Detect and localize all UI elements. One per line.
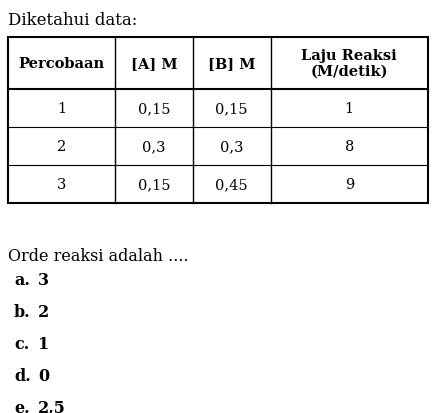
Text: 1: 1 [38,335,49,352]
Text: 2: 2 [38,303,49,320]
Text: d.: d. [14,367,31,384]
Text: 1: 1 [57,102,66,116]
Text: 3: 3 [57,178,66,192]
Text: 0,15: 0,15 [215,102,248,116]
Text: 0,3: 0,3 [142,140,166,154]
Text: 8: 8 [344,140,354,154]
Text: e.: e. [14,399,30,413]
Text: 2: 2 [57,140,66,154]
Text: c.: c. [14,335,29,352]
Text: Percobaan: Percobaan [18,57,105,71]
Text: Orde reaksi adalah ....: Orde reaksi adalah .... [8,247,189,264]
Text: Laju Reaksi
(M/detik): Laju Reaksi (M/detik) [301,49,397,79]
Text: 2,5: 2,5 [38,399,66,413]
Text: 0,3: 0,3 [220,140,243,154]
Text: b.: b. [14,303,31,320]
Text: 1: 1 [345,102,354,116]
Text: Diketahui data:: Diketahui data: [8,12,137,29]
Text: [A] M: [A] M [131,57,177,71]
Text: 0,15: 0,15 [138,102,170,116]
Text: 9: 9 [344,178,354,192]
Text: 0,45: 0,45 [215,178,248,192]
Text: 0,15: 0,15 [138,178,170,192]
Text: 3: 3 [38,271,49,288]
Bar [8,38,428,204]
Text: [B] M: [B] M [208,57,255,71]
Text: 0: 0 [38,367,49,384]
Text: a.: a. [14,271,30,288]
